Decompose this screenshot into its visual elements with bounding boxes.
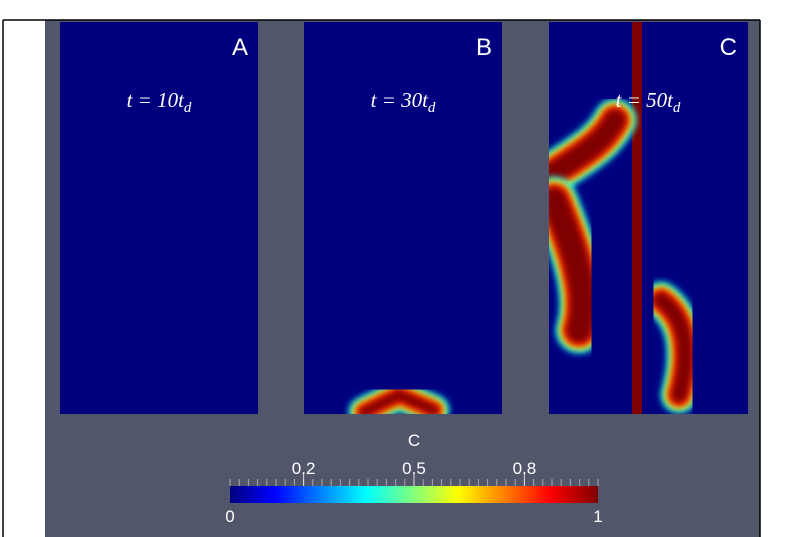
time-label: t = 30td: [371, 88, 436, 116]
time-label: t = 50td: [616, 88, 681, 116]
colorbar: C 0.2 0.5 0.8 0 1: [225, 431, 602, 526]
tick-label: 0.5: [402, 459, 426, 478]
time-main: t = 30t: [371, 88, 430, 112]
time-main: t = 10t: [127, 88, 186, 112]
time-sub: d: [428, 100, 436, 116]
panel-label: B: [476, 34, 492, 61]
time-label: t = 10td: [127, 88, 192, 116]
colorbar-title: C: [408, 431, 420, 450]
panel-content: [60, 374, 258, 414]
tick-label: 0.2: [292, 459, 316, 478]
panel-field: [60, 22, 258, 414]
range-label: 0: [225, 507, 234, 526]
time-sub: d: [673, 100, 681, 116]
panel-label: A: [232, 34, 248, 61]
time-sub: d: [184, 100, 192, 116]
panel-content: [549, 22, 748, 414]
time-main: t = 50t: [616, 88, 675, 112]
range-label: 1: [593, 507, 602, 526]
plume: [613, 22, 661, 414]
panel: At = 10td: [60, 22, 258, 414]
panel: Bt = 30td: [304, 22, 502, 414]
plume: [359, 389, 439, 414]
colorbar-gradient: [230, 486, 598, 503]
plume: [549, 109, 626, 190]
panel-content: [304, 197, 502, 414]
panel-label: C: [720, 34, 737, 61]
tick-label: 0.8: [513, 459, 537, 478]
panel: Ct = 50td: [549, 22, 748, 414]
